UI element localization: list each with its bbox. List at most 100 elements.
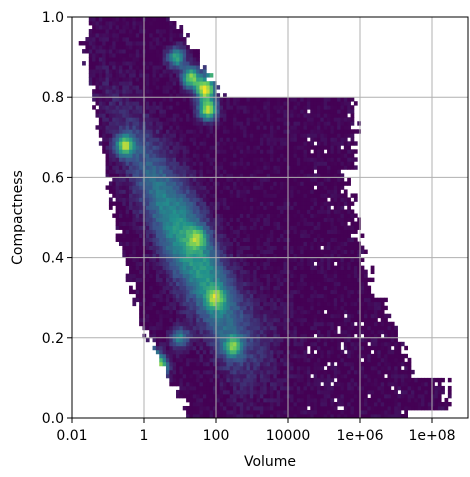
heatmap-cell (259, 253, 264, 258)
heatmap-cell (427, 385, 432, 391)
heatmap-cell (223, 333, 227, 339)
heatmap-cell (313, 205, 318, 210)
heatmap-cell (219, 325, 224, 331)
heatmap-cell (216, 241, 221, 246)
heatmap-cell (209, 157, 214, 162)
heatmap-cell (196, 153, 200, 158)
heatmap-cell (270, 209, 274, 214)
heatmap-cell (303, 165, 308, 170)
heatmap-cell (280, 301, 284, 307)
heatmap-cell (243, 173, 247, 178)
heatmap-cell (239, 245, 244, 250)
heatmap-cell (337, 225, 341, 230)
heatmap-cell (259, 161, 264, 166)
heatmap-cell (212, 265, 217, 271)
heatmap-cell (283, 381, 288, 387)
heatmap-cell (145, 261, 150, 267)
heatmap-cell (206, 349, 210, 355)
heatmap-cell (112, 161, 117, 166)
heatmap-cell (327, 157, 331, 162)
heatmap-cell (202, 333, 207, 339)
heatmap-cell (363, 385, 368, 391)
heatmap-cell (189, 237, 194, 242)
heatmap-cell (249, 213, 254, 218)
heatmap-cell (300, 241, 304, 246)
heatmap-cell (172, 365, 177, 371)
heatmap-cell (223, 301, 227, 307)
heatmap-cell (340, 165, 345, 170)
heatmap-cell (286, 349, 291, 355)
heatmap-cell (186, 145, 190, 150)
heatmap-cell (290, 285, 294, 291)
heatmap-cell (202, 389, 207, 395)
heatmap-cell (313, 197, 318, 202)
heatmap-cell (179, 265, 184, 271)
heatmap-cell (266, 185, 271, 190)
heatmap-cell (159, 157, 164, 162)
heatmap-cell (179, 325, 184, 331)
heatmap-cell (296, 409, 301, 415)
heatmap-cell (266, 337, 271, 343)
heatmap-cell (387, 349, 392, 355)
heatmap-cell (253, 317, 257, 323)
heatmap-cell (306, 301, 311, 307)
heatmap-cell (229, 225, 234, 230)
heatmap-cell (367, 401, 372, 407)
heatmap-cell (226, 297, 231, 303)
heatmap-cell (363, 377, 368, 383)
heatmap-cell (216, 209, 221, 214)
heatmap-cell (296, 413, 301, 419)
heatmap-cell (249, 393, 254, 399)
heatmap-cell (290, 277, 294, 283)
heatmap-cell (199, 173, 204, 178)
heatmap-cell (390, 393, 395, 399)
heatmap-cell (162, 301, 167, 307)
heatmap-cell (357, 401, 362, 407)
heatmap-cell (263, 217, 268, 222)
heatmap-cell (323, 285, 328, 291)
heatmap-cell (233, 189, 237, 194)
heatmap-cell (286, 285, 291, 291)
heatmap-cell (263, 201, 268, 206)
heatmap-cell (216, 257, 221, 263)
heatmap-cell (397, 401, 402, 407)
heatmap-cell (179, 233, 184, 238)
heatmap-cell (155, 185, 160, 190)
heatmap-cell (236, 165, 241, 170)
heatmap-cell (370, 385, 375, 391)
heatmap-cell (249, 325, 254, 331)
heatmap-cell (316, 241, 321, 246)
heatmap-cell (179, 145, 184, 150)
heatmap-cell (374, 309, 378, 315)
heatmap-cell (347, 309, 351, 315)
heatmap-cell (206, 333, 210, 339)
heatmap-cell (192, 353, 197, 359)
heatmap-cell (108, 149, 113, 154)
heatmap-cell (243, 277, 247, 283)
heatmap-cell (380, 341, 385, 347)
heatmap-cell (182, 309, 187, 315)
heatmap-cell (320, 213, 325, 218)
heatmap-cell (253, 393, 257, 399)
heatmap-cell (417, 389, 422, 395)
heatmap-cell (132, 257, 137, 263)
heatmap-cell (176, 273, 180, 279)
heatmap-cell (105, 153, 110, 158)
heatmap-cell (353, 157, 358, 162)
heatmap-cell (165, 317, 170, 323)
heatmap-cell (431, 405, 435, 411)
heatmap-cell (400, 353, 405, 359)
heatmap-cell (125, 249, 130, 254)
heatmap-cell (165, 217, 170, 222)
heatmap-cell (390, 413, 395, 419)
heatmap-cell (263, 285, 268, 291)
heatmap-cell (273, 277, 278, 283)
heatmap-cell (236, 177, 241, 182)
heatmap-cell (320, 341, 325, 347)
heatmap-cell (112, 189, 117, 194)
heatmap-cell (189, 149, 194, 154)
heatmap-cell (437, 393, 442, 399)
heatmap-cell (165, 201, 170, 206)
heatmap-cell (286, 341, 291, 347)
heatmap-cell (186, 153, 190, 158)
